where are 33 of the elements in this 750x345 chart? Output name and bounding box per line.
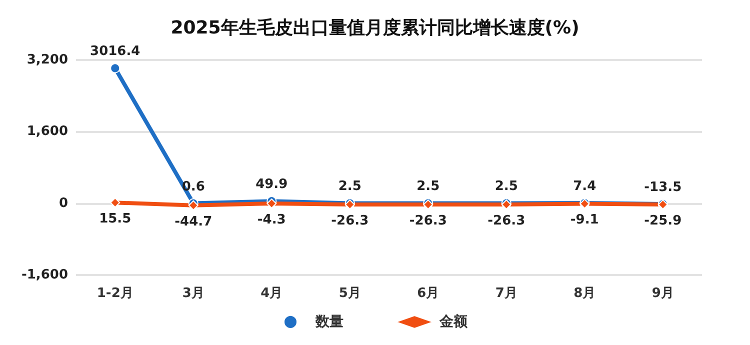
point [110, 63, 120, 74]
data-label: 7.4 [573, 179, 596, 194]
x-tick-label: 6月 [417, 286, 440, 301]
point [266, 198, 277, 209]
x-tick-label: 8月 [574, 286, 596, 301]
data-label: -44.7 [174, 214, 212, 230]
x-tick-label: 5月 [338, 286, 361, 301]
data-label: 2.5 [338, 179, 362, 194]
x-tick-label: 4月 [260, 286, 283, 301]
y-tick-label: 1,600 [26, 124, 68, 140]
data-label: 15.5 [99, 212, 132, 227]
data-label: -26.3 [488, 214, 526, 229]
legend-label: 金额 [438, 313, 468, 330]
data-label: -9.1 [570, 212, 599, 228]
data-label: 3016.4 [90, 44, 140, 60]
data-label: 2.5 [494, 179, 518, 194]
chart-title: 2025年生毛皮出口量值月度累计同比增长速度(%) [170, 18, 580, 38]
data-label: -25.9 [644, 213, 682, 228]
data-label: -13.5 [644, 180, 682, 195]
y-tick-label: 3,200 [26, 52, 68, 68]
data-label: -26.3 [331, 214, 369, 229]
x-tick-label: 9月 [652, 286, 674, 301]
data-label: 2.5 [416, 179, 440, 194]
data-label: -4.3 [257, 212, 286, 228]
x-tick-label: 7月 [495, 286, 518, 301]
y-tick-label: -1,600 [21, 268, 68, 282]
data-label: -26.3 [409, 214, 447, 229]
legend-label: 数量 [314, 314, 344, 330]
point [110, 198, 120, 208]
y-tick-label: 0 [58, 196, 68, 211]
x-tick-label: 1-2月 [96, 286, 134, 301]
data-label: 49.9 [256, 177, 288, 192]
x-tick-label: 3月 [182, 286, 204, 301]
